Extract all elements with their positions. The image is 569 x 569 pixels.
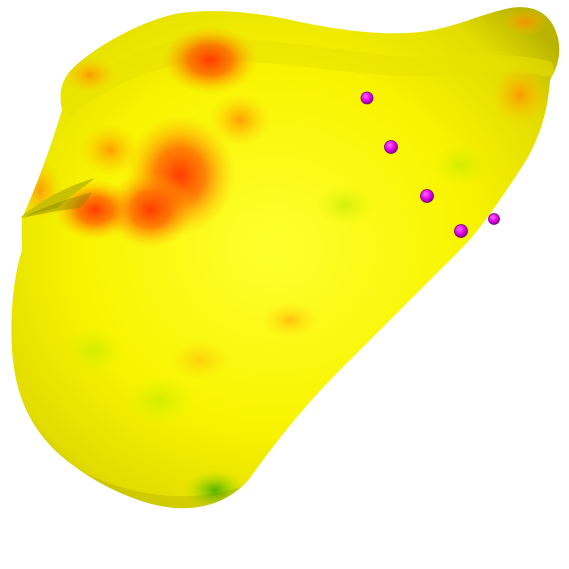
surface-body	[11, 7, 560, 509]
marker-point	[420, 189, 434, 203]
marker-point	[384, 140, 398, 154]
marker-point	[488, 213, 500, 225]
marker-group	[360, 91, 500, 238]
marker-point	[360, 91, 374, 105]
marker-point	[454, 224, 468, 238]
